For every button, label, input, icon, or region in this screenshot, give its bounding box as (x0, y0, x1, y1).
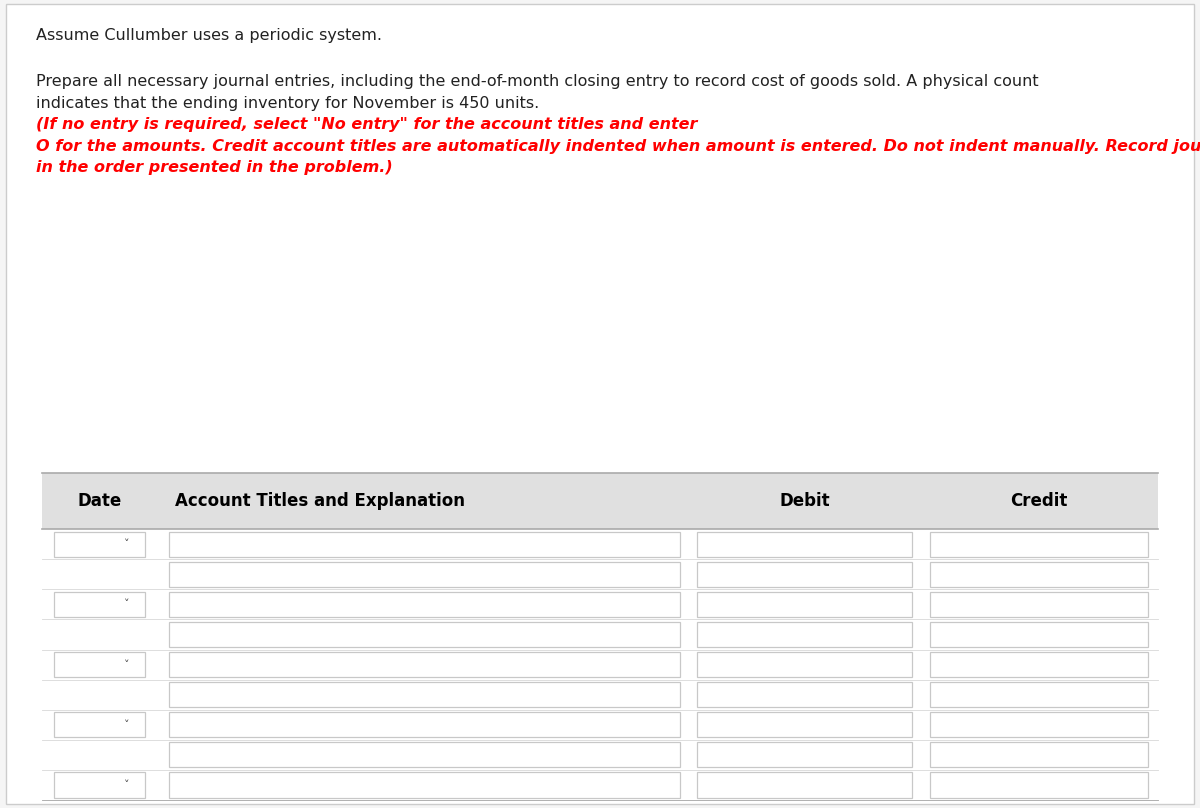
Bar (42, 473, 1158, 529)
FancyBboxPatch shape (697, 532, 912, 557)
FancyBboxPatch shape (169, 772, 680, 797)
Text: ˅: ˅ (125, 659, 130, 670)
Text: Credit: Credit (1010, 492, 1068, 510)
FancyBboxPatch shape (54, 532, 145, 557)
FancyBboxPatch shape (169, 562, 680, 587)
FancyBboxPatch shape (169, 652, 680, 677)
FancyBboxPatch shape (697, 772, 912, 797)
FancyBboxPatch shape (930, 622, 1148, 647)
Text: ˅: ˅ (125, 539, 130, 549)
FancyBboxPatch shape (54, 772, 145, 797)
FancyBboxPatch shape (930, 743, 1148, 768)
FancyBboxPatch shape (6, 4, 1194, 804)
FancyBboxPatch shape (930, 532, 1148, 557)
Text: Debit: Debit (779, 492, 830, 510)
FancyBboxPatch shape (930, 772, 1148, 797)
FancyBboxPatch shape (54, 712, 145, 738)
FancyBboxPatch shape (697, 712, 912, 738)
FancyBboxPatch shape (697, 591, 912, 617)
FancyBboxPatch shape (930, 682, 1148, 707)
FancyBboxPatch shape (930, 652, 1148, 677)
Text: Assume Cullumber uses a periodic system.: Assume Cullumber uses a periodic system. (36, 28, 382, 44)
FancyBboxPatch shape (930, 712, 1148, 738)
Text: Account Titles and Explanation: Account Titles and Explanation (175, 492, 466, 510)
Text: ˅: ˅ (125, 720, 130, 730)
FancyBboxPatch shape (169, 591, 680, 617)
FancyBboxPatch shape (169, 532, 680, 557)
FancyBboxPatch shape (169, 622, 680, 647)
FancyBboxPatch shape (930, 591, 1148, 617)
FancyBboxPatch shape (54, 591, 145, 617)
FancyBboxPatch shape (697, 562, 912, 587)
FancyBboxPatch shape (697, 622, 912, 647)
FancyBboxPatch shape (169, 682, 680, 707)
FancyBboxPatch shape (697, 682, 912, 707)
FancyBboxPatch shape (169, 743, 680, 768)
FancyBboxPatch shape (930, 562, 1148, 587)
FancyBboxPatch shape (697, 652, 912, 677)
Text: Prepare all necessary journal entries, including the end-of-month closing entry : Prepare all necessary journal entries, i… (36, 74, 1039, 111)
Text: Date: Date (78, 492, 121, 510)
Text: ˅: ˅ (125, 780, 130, 790)
FancyBboxPatch shape (54, 652, 145, 677)
Text: ˅: ˅ (125, 600, 130, 609)
FancyBboxPatch shape (697, 743, 912, 768)
FancyBboxPatch shape (169, 712, 680, 738)
Text: (If no entry is required, select "No entry" for the account titles and enter
O f: (If no entry is required, select "No ent… (36, 117, 1200, 175)
